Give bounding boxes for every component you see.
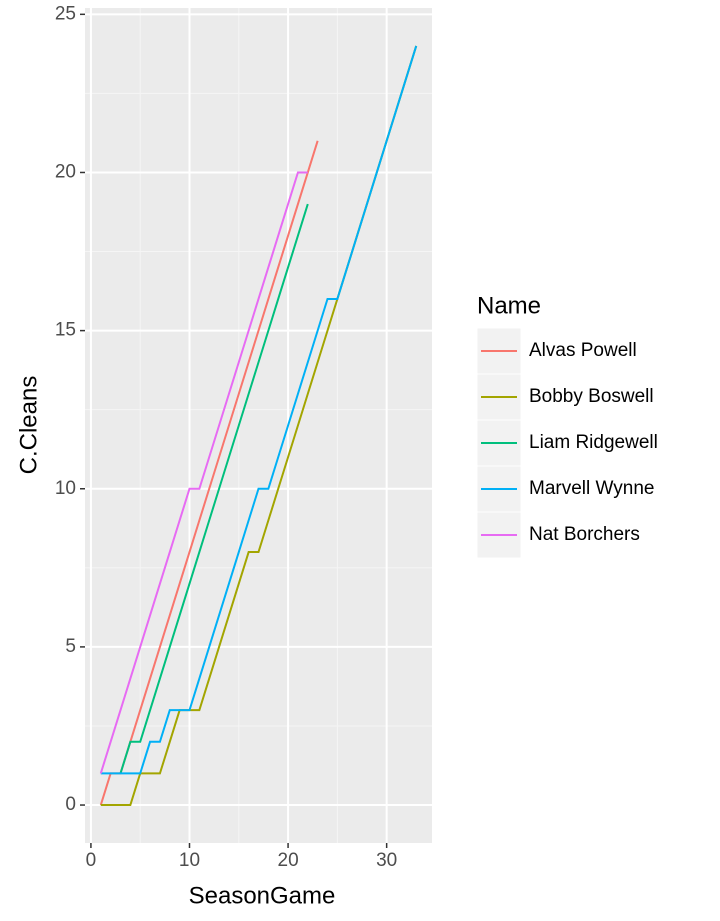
legend-label: Bobby Boswell <box>529 386 654 407</box>
x-tick-label: 20 <box>278 850 299 871</box>
legend-label: Alvas Powell <box>529 340 637 361</box>
y-tick-label: 25 <box>55 3 76 24</box>
series-line <box>99 140 319 806</box>
y-axis-title: C.Cleans <box>15 376 42 475</box>
y-tick-label: 20 <box>55 161 76 182</box>
series-line <box>100 45 418 775</box>
y-tick-label: 0 <box>65 794 76 815</box>
legend-title: Name <box>477 292 541 319</box>
legend-label: Marvell Wynne <box>529 478 654 499</box>
x-tick-label: 0 <box>86 850 97 871</box>
legend-label: Liam Ridgewell <box>529 432 658 453</box>
x-axis-title: SeasonGame <box>189 882 336 909</box>
x-tick-label: 30 <box>376 850 397 871</box>
series-line <box>99 171 308 774</box>
y-tick-label: 15 <box>55 320 76 341</box>
x-tick-label: 10 <box>179 850 200 871</box>
legend-label: Nat Borchers <box>529 524 640 545</box>
y-tick-label: 5 <box>65 636 76 657</box>
y-tick-label: 10 <box>55 478 76 499</box>
series-line <box>119 203 309 774</box>
